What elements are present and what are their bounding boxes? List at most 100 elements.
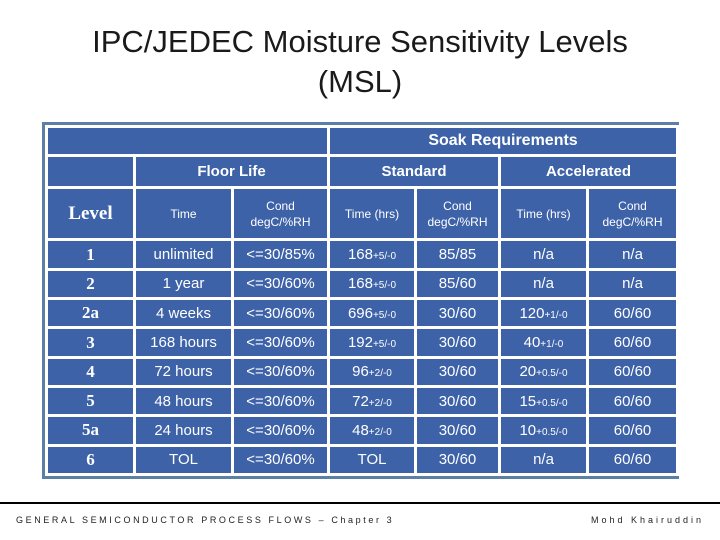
floor-life-time-cell: 168 hours [133, 326, 234, 359]
cond-label: Cond [266, 198, 295, 213]
level-cell-value: 1 [86, 244, 95, 264]
standard-time-cell-value: 72 [352, 392, 369, 410]
accelerated-cond-cell: 60/60 [585, 326, 680, 359]
standard-time-cell-value: TOL [357, 451, 387, 469]
slide-title: IPC/JEDEC Moisture Sensitivity Levels (M… [0, 22, 720, 102]
floor-life-cond-cell: <=30/60% [231, 443, 330, 477]
floor-life-time-cell: 48 hours [133, 384, 234, 418]
standard-cond-cell-value: 85/60 [438, 275, 477, 293]
floor-life-cond-cell: <=30/60% [231, 267, 330, 301]
standard-time-header: Time (hrs) [327, 186, 417, 242]
floor-life-cond-cell-value: <=30/60% [246, 451, 315, 469]
accelerated-time-cell-tolerance: +0.5/-0 [536, 426, 568, 438]
accelerated-cond-cell: n/a [585, 238, 680, 271]
header-blank-level [45, 154, 136, 190]
level-cell-value: 4 [86, 361, 95, 381]
header-blank [45, 124, 330, 158]
floor-life-cond-cell: <=30/60% [231, 384, 330, 418]
floor-life-cond-cell-value: <=30/85% [246, 246, 315, 264]
standard-cond-cell-value: 30/60 [438, 334, 477, 352]
floor-life-time-cell: TOL [133, 443, 234, 477]
floor-life-time-cell: 24 hours [133, 414, 234, 447]
accelerated-time-cell-tolerance: +0.5/-0 [536, 397, 568, 409]
standard-time-cell-tolerance: +2/-0 [368, 368, 392, 380]
slide-title-line2: (MSL) [317, 64, 403, 99]
standard-cond-cell: 30/60 [414, 297, 501, 330]
standard-cond-cell: 30/60 [414, 443, 501, 477]
cond-unit: degC/%RH [427, 214, 488, 229]
standard-cond-cell-value: 85/85 [438, 246, 477, 264]
floor-life-cond-cell: <=30/85% [231, 238, 330, 271]
level-cell-value: 2 [86, 273, 95, 293]
standard-time-cell-tolerance: +2/-0 [368, 426, 392, 438]
accelerated-time-cell-tolerance: +0.5/-0 [536, 368, 568, 380]
cond-unit: degC/%RH [602, 214, 663, 229]
accelerated-cond-cell-value: 60/60 [613, 363, 652, 381]
standard-time-cell: 168+5/-0 [327, 267, 417, 301]
standard-cond-header: Cond degC/%RH [414, 186, 501, 242]
level-cell-value: 2a [82, 303, 99, 323]
header-row-soak: Soak Requirements [45, 124, 680, 158]
accelerated-cond-cell: 60/60 [585, 443, 680, 477]
msl-table: Soak Requirements Floor Life Standard Ac… [45, 124, 680, 477]
standard-time-cell: 72+2/-0 [327, 384, 417, 418]
soak-requirements-header: Soak Requirements [326, 124, 680, 158]
floor-life-cond-cell-value: <=30/60% [246, 275, 315, 293]
standard-time-cell: 192+5/-0 [327, 326, 417, 359]
accelerated-cond-cell-value: 60/60 [613, 334, 652, 352]
level-cell: 5 [45, 384, 136, 418]
floor-life-time-cell-value: unlimited [153, 246, 214, 264]
standard-cond-cell-value: 30/60 [438, 392, 477, 410]
floor-life-time-cell: 1 year [133, 267, 234, 301]
table-row: 5 48 hours <=30/60% 72+2/-0 30/60 15+0.5/-0 60… [45, 384, 680, 418]
floor-life-time-cell-value: 168 hours [150, 334, 217, 352]
floor-life-cond-cell-value: <=30/60% [246, 392, 315, 410]
header-row-columns: Level Time Cond degC/%RH Time (hrs) Cond… [45, 186, 680, 242]
level-cell: 6 [45, 443, 136, 477]
accelerated-time-cell: n/a [498, 267, 589, 301]
accelerated-cond-cell-value: 60/60 [613, 304, 652, 322]
table-row: 2 1 year <=30/60% 168+5/-0 85/60 n/a n/a [45, 267, 680, 301]
floor-life-cond-cell: <=30/60% [231, 355, 330, 389]
standard-time-cell-value: 696 [347, 304, 373, 322]
accelerated-cond-cell: n/a [585, 267, 680, 301]
accelerated-cond-cell: 60/60 [585, 355, 680, 389]
accelerated-time-cell-value: n/a [533, 246, 554, 264]
accelerated-cond-cell: 60/60 [585, 414, 680, 447]
floor-life-time-header: Time [133, 186, 234, 242]
standard-time-cell-value: 192 [347, 334, 373, 352]
floor-life-time-cell-value: 72 hours [154, 363, 213, 381]
accelerated-cond-cell-value: 60/60 [613, 421, 652, 439]
level-cell: 5a [45, 414, 136, 447]
accelerated-cond-cell: 60/60 [585, 384, 680, 418]
floor-life-cond-header: Cond degC/%RH [231, 186, 330, 242]
floor-life-time-cell-value: 48 hours [154, 392, 213, 410]
accelerated-time-cell-value: 10 [519, 421, 537, 439]
cond-label: Cond [443, 198, 472, 213]
level-cell-value: 3 [86, 332, 95, 352]
accelerated-time-cell: 15+0.5/-0 [498, 384, 589, 418]
accelerated-header: Accelerated [497, 154, 680, 190]
standard-time-cell-value: 96 [352, 363, 369, 381]
floor-life-time-cell: 4 weeks [133, 297, 234, 330]
standard-time-cell: TOL [327, 443, 417, 477]
accelerated-time-cell-value: n/a [533, 451, 554, 469]
standard-cond-cell: 85/60 [414, 267, 501, 301]
floor-life-cond-cell-value: <=30/60% [246, 363, 315, 381]
header-row-groups: Floor Life Standard Accelerated [45, 154, 680, 190]
standard-cond-cell-value: 30/60 [438, 363, 477, 381]
floor-life-time-cell: unlimited [133, 238, 234, 271]
accelerated-cond-cell-value: 60/60 [613, 392, 652, 410]
accelerated-time-cell-value: 40 [523, 334, 541, 352]
level-header: Level [45, 186, 136, 242]
table-row: 3 168 hours <=30/60% 192+5/-0 30/60 40+1/-0 60… [45, 326, 680, 359]
accelerated-cond-cell-value: n/a [622, 275, 643, 293]
accelerated-time-cell-value: 15 [519, 392, 537, 410]
floor-life-cond-cell: <=30/60% [231, 326, 330, 359]
accelerated-time-cell-tolerance: +1/-0 [540, 339, 564, 351]
accelerated-cond-cell: 60/60 [585, 297, 680, 330]
table-row: 4 72 hours <=30/60% 96+2/-0 30/60 20+0.5/-0 60… [45, 355, 680, 389]
level-cell-value: 5 [86, 391, 95, 411]
standard-cond-cell: 30/60 [414, 414, 501, 447]
floor-life-time-cell-value: 1 year [162, 275, 205, 293]
